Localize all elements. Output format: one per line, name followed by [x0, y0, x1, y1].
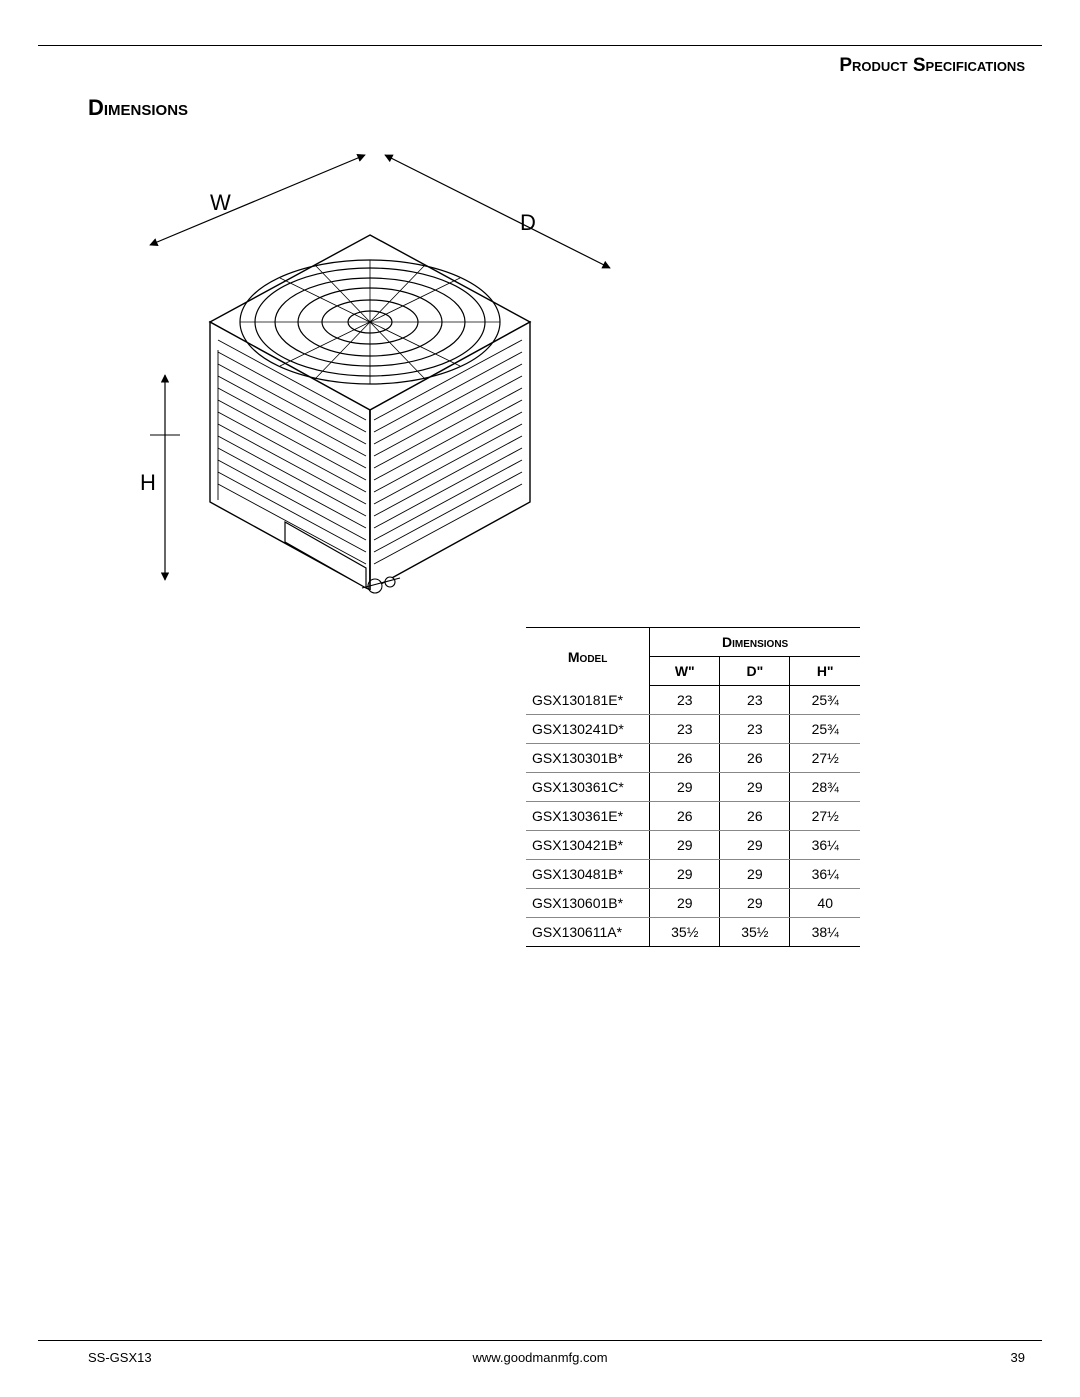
cell-model: GSX130181E*	[526, 686, 650, 715]
cell-d: 26	[720, 744, 790, 773]
cell-h: 27½	[790, 802, 860, 831]
page: Product Specifications Dimensions	[0, 0, 1080, 1397]
cell-w: 29	[650, 831, 720, 860]
table-row: GSX130421B*292936¼	[526, 831, 860, 860]
cell-d: 29	[720, 889, 790, 918]
cell-h: 40	[790, 889, 860, 918]
cell-h: 25¾	[790, 715, 860, 744]
cell-d: 26	[720, 802, 790, 831]
table-row: GSX130301B*262627½	[526, 744, 860, 773]
dimensions-diagram: W D H	[90, 140, 650, 600]
cell-w: 26	[650, 802, 720, 831]
footer-center: www.goodmanmfg.com	[0, 1350, 1080, 1365]
footer-page-number: 39	[1011, 1350, 1025, 1365]
cell-h: 27½	[790, 744, 860, 773]
table-row: GSX130181E*232325¾	[526, 686, 860, 715]
header-right: Product Specifications	[839, 55, 1025, 77]
cell-w: 35½	[650, 918, 720, 947]
th-d: D"	[720, 657, 790, 686]
table-row: GSX130241D*232325¾	[526, 715, 860, 744]
diagram-label-h: H	[140, 470, 156, 496]
cell-d: 29	[720, 773, 790, 802]
diagram-label-d: D	[520, 210, 536, 236]
cell-w: 26	[650, 744, 720, 773]
cell-w: 29	[650, 889, 720, 918]
dimensions-tbody: GSX130181E*232325¾GSX130241D*232325¾GSX1…	[526, 686, 860, 947]
cell-model: GSX130361C*	[526, 773, 650, 802]
table-row: GSX130361C*292928¾	[526, 773, 860, 802]
table-row: GSX130481B*292936¼	[526, 860, 860, 889]
dimensions-table: Model Dimensions W" D" H" GSX130181E*232…	[526, 627, 860, 947]
cell-h: 28¾	[790, 773, 860, 802]
section-title-dimensions: Dimensions	[88, 95, 188, 121]
table-row: GSX130361E*262627½	[526, 802, 860, 831]
th-h: H"	[790, 657, 860, 686]
table-row: GSX130611A*35½35½38¼	[526, 918, 860, 947]
cell-h: 36¼	[790, 831, 860, 860]
cell-model: GSX130481B*	[526, 860, 650, 889]
cell-model: GSX130241D*	[526, 715, 650, 744]
cell-h: 38¼	[790, 918, 860, 947]
cell-model: GSX130601B*	[526, 889, 650, 918]
cell-model: GSX130611A*	[526, 918, 650, 947]
cell-w: 23	[650, 686, 720, 715]
dimensions-table-wrap: Model Dimensions W" D" H" GSX130181E*232…	[526, 627, 860, 947]
cell-d: 35½	[720, 918, 790, 947]
cell-w: 29	[650, 860, 720, 889]
cell-model: GSX130421B*	[526, 831, 650, 860]
th-w: W"	[650, 657, 720, 686]
diagram-label-w: W	[210, 190, 231, 216]
table-row: GSX130601B*292940	[526, 889, 860, 918]
top-rule	[38, 45, 1042, 46]
cell-h: 36¼	[790, 860, 860, 889]
cell-d: 29	[720, 831, 790, 860]
cell-d: 29	[720, 860, 790, 889]
cell-model: GSX130361E*	[526, 802, 650, 831]
cell-model: GSX130301B*	[526, 744, 650, 773]
th-model: Model	[526, 628, 650, 686]
cell-d: 23	[720, 715, 790, 744]
cell-h: 25¾	[790, 686, 860, 715]
footer-rule	[38, 1340, 1042, 1341]
cell-w: 29	[650, 773, 720, 802]
cell-d: 23	[720, 686, 790, 715]
cell-w: 23	[650, 715, 720, 744]
th-dimensions: Dimensions	[650, 628, 860, 657]
unit-schematic	[90, 140, 650, 600]
